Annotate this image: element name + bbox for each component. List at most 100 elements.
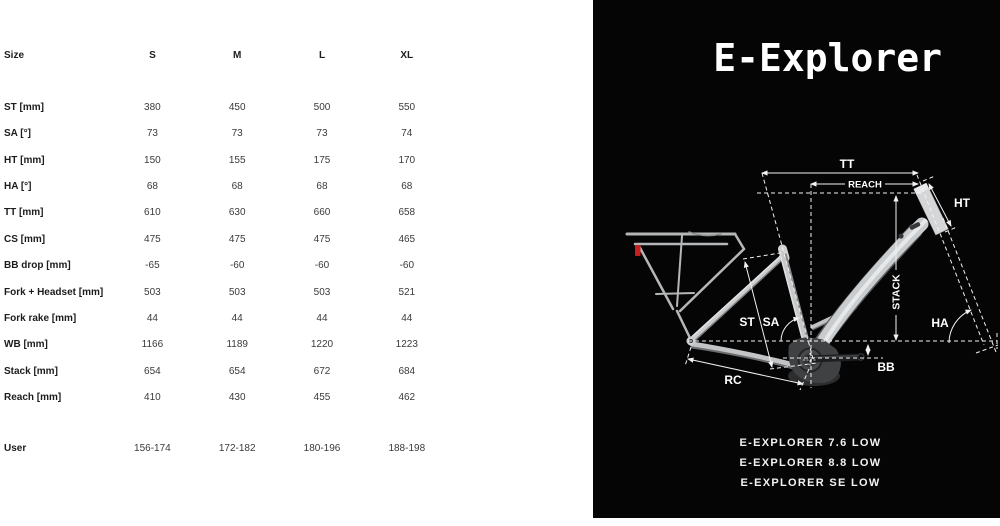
row-label: CS [mm]	[4, 233, 46, 245]
bb-centre-cross	[803, 353, 817, 367]
dim-label-reach: REACH	[848, 180, 882, 191]
row-value: 455	[313, 392, 331, 404]
row-label: Fork rake [mm]	[4, 312, 77, 324]
row-value: 430	[228, 392, 246, 404]
col-header-s: S	[149, 50, 156, 61]
row-value: 380	[144, 101, 161, 113]
row-value: -60	[314, 260, 330, 272]
row-label: Reach [mm]	[4, 392, 62, 404]
table-row: CS [mm] 475 475 475 465	[0, 227, 452, 253]
table-row: Fork rake [mm] 44 44 44 44	[0, 306, 452, 332]
row-label: SA [°]	[4, 128, 31, 140]
row-value: 73	[316, 128, 328, 140]
rear-rack	[625, 231, 746, 340]
model-name: E-EXPLORER 7.6 LOW	[739, 437, 882, 449]
row-value: 1189	[226, 339, 248, 351]
row-value: 155	[228, 154, 246, 166]
row-value: -60	[229, 260, 245, 272]
row-value: 610	[144, 207, 161, 219]
table-row: SA [°] 73 73 73 74	[0, 121, 452, 147]
row-value: 188-198	[388, 442, 426, 454]
row-label: Fork + Headset [mm]	[4, 286, 104, 298]
row-value: 503	[144, 286, 161, 298]
dim-sa-arc	[780, 316, 800, 342]
rack-reflector-icon	[635, 245, 641, 256]
row-value: 475	[313, 233, 331, 245]
table-row: TT [mm] 610 630 660 658	[0, 200, 452, 226]
motor	[788, 337, 865, 386]
dim-label-rc: RC	[724, 373, 742, 387]
row-value: 672	[313, 365, 331, 377]
table-row: HA [°] 68 68 68 68	[0, 174, 452, 200]
table-body: ST [mm] 380 450 500 550 SA [°] 73 73 73 74 HT [mm]…	[0, 95, 452, 412]
pedal-axle	[857, 353, 865, 361]
row-value: 1166	[141, 339, 164, 351]
col-header-xl: XL	[400, 50, 414, 61]
col-header-m: M	[233, 50, 242, 61]
dim-rc	[687, 357, 804, 386]
row-value: 68	[316, 180, 328, 192]
row-value: 660	[313, 207, 331, 219]
row-value: 658	[398, 207, 416, 219]
downtube-details	[898, 222, 921, 239]
row-value: 68	[231, 180, 243, 192]
row-value: 654	[144, 365, 161, 377]
row-value: 172-182	[218, 442, 256, 454]
dim-label-ht: HT	[954, 196, 971, 210]
row-value: 44	[231, 312, 243, 324]
row-value: 503	[228, 286, 246, 298]
row-value: 475	[144, 233, 161, 245]
dimension-lines	[687, 170, 972, 386]
row-value: 410	[144, 392, 161, 404]
dim-label-st: ST	[739, 315, 755, 329]
row-label: BB drop [mm]	[4, 260, 71, 272]
construction-lines	[684, 172, 999, 391]
row-label: HT [mm]	[4, 154, 45, 166]
dim-label-stack: STACK	[891, 274, 903, 310]
dim-st	[743, 261, 774, 368]
row-value: 68	[401, 180, 413, 192]
row-value: 180-196	[303, 442, 341, 454]
dim-label-tt: TT	[840, 157, 855, 171]
row-value: 150	[144, 154, 161, 166]
row-value: 44	[146, 312, 158, 324]
model-name: E-EXPLORER SE LOW	[740, 477, 881, 489]
dim-label-bb: BB	[877, 360, 895, 374]
row-value: 462	[398, 392, 416, 404]
row-value: 156-174	[134, 442, 171, 454]
table-row: ST [mm] 380 450 500 550	[0, 95, 452, 121]
row-value: 74	[401, 128, 413, 140]
size-header: Size	[4, 50, 25, 61]
table-header-row: Size S M L XL	[0, 49, 452, 63]
row-value: 1223	[395, 339, 418, 351]
table-row: Fork + Headset [mm] 503 503 503 521	[0, 280, 452, 306]
table-row: WB [mm] 1166 1189 1220 1223	[0, 332, 452, 358]
dim-ha-arc	[948, 309, 972, 344]
row-value: 73	[146, 128, 158, 140]
row-value: 465	[398, 233, 416, 245]
row-value: 170	[398, 154, 416, 166]
row-value: 44	[401, 312, 413, 324]
row-value: 68	[146, 180, 158, 192]
row-value: 503	[313, 286, 331, 298]
dimension-labels: TT REACH HT ST SA STACK HA BB RC	[724, 157, 970, 387]
row-value: 73	[231, 128, 243, 140]
panel-title: E-Explorer	[713, 36, 942, 80]
row-label: HA [°]	[4, 180, 32, 192]
row-label: WB [mm]	[4, 339, 48, 351]
model-list: E-EXPLORER 7.6 LOW E-EXPLORER 8.8 LOW E-EX…	[593, 433, 1000, 493]
bike-geometry-diagram: TT REACH HT ST SA STACK HA BB RC	[625, 157, 999, 391]
dim-label-ha: HA	[931, 316, 949, 330]
row-value: 684	[398, 365, 416, 377]
table-row: Stack [mm] 654 654 672 684	[0, 359, 452, 385]
row-value: 175	[313, 154, 331, 166]
table-row: Reach [mm] 410 430 455 462	[0, 385, 452, 411]
row-label: User	[4, 442, 27, 454]
table-row: HT [mm] 150 155 175 170	[0, 148, 452, 174]
row-value: 475	[228, 233, 246, 245]
col-header-l: L	[318, 50, 326, 61]
row-value: 500	[313, 101, 331, 113]
model-name: E-EXPLORER 8.8 LOW	[739, 457, 882, 469]
row-label: Stack [mm]	[4, 365, 58, 377]
